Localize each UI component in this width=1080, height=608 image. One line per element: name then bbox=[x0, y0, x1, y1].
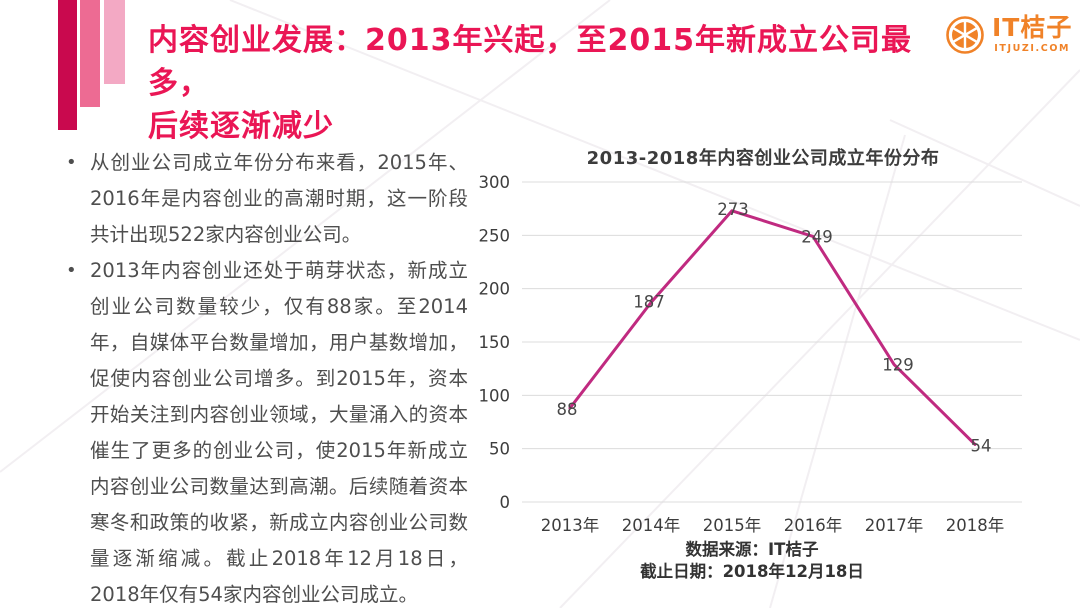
svg-text:0: 0 bbox=[500, 493, 511, 512]
svg-text:250: 250 bbox=[479, 226, 511, 245]
svg-text:187: 187 bbox=[633, 293, 665, 312]
svg-text:2016年: 2016年 bbox=[784, 516, 843, 535]
cutoff-date-note: 截止日期：2018年12月18日 bbox=[640, 562, 864, 581]
chart-title: 2013-2018年内容创业公司成立年份分布 bbox=[586, 148, 940, 169]
svg-text:2015年: 2015年 bbox=[703, 516, 762, 535]
svg-text:100: 100 bbox=[479, 386, 511, 405]
data-source-note: 数据来源：IT桔子 bbox=[685, 540, 819, 559]
svg-text:129: 129 bbox=[882, 355, 914, 374]
svg-text:150: 150 bbox=[479, 333, 511, 352]
svg-text:54: 54 bbox=[971, 436, 992, 455]
svg-text:300: 300 bbox=[479, 173, 511, 192]
svg-text:2013年: 2013年 bbox=[541, 516, 600, 535]
itjuzi-logo: IT桔子 ITJUZI.COM bbox=[944, 13, 1072, 57]
svg-text:2018年: 2018年 bbox=[946, 516, 1005, 535]
logo-domain: ITJUZI.COM bbox=[994, 43, 1071, 54]
svg-text:88: 88 bbox=[557, 400, 578, 419]
svg-text:2014年: 2014年 bbox=[622, 516, 681, 535]
svg-text:200: 200 bbox=[479, 280, 511, 299]
logo-name: IT桔子 bbox=[992, 13, 1073, 42]
decor-bar-dark bbox=[58, 0, 77, 130]
slide-title-line2: 后续逐渐减少 bbox=[148, 109, 334, 144]
founding-year-line-chart: 0 50 100 150 200 250 300 88 187 273 249 129 54 2013年 2… bbox=[479, 173, 1022, 535]
decor-bar-light bbox=[104, 0, 125, 84]
slide-title-line1: 内容创业发展：2013年兴起，至2015年新成立公司最多， bbox=[148, 23, 912, 101]
svg-text:2017年: 2017年 bbox=[865, 516, 924, 535]
slide-title: 内容创业发展：2013年兴起，至2015年新成立公司最多， 后续逐渐减少 bbox=[148, 19, 958, 148]
svg-text:50: 50 bbox=[489, 440, 510, 459]
svg-text:249: 249 bbox=[801, 227, 833, 246]
svg-text:273: 273 bbox=[717, 200, 749, 219]
bullet-item-2: 2013年内容创业还处于萌芽状态，新成立创业公司数量较少，仅有88家。至2014… bbox=[62, 253, 468, 608]
decor-bar-mid bbox=[80, 0, 100, 107]
bullet-list: 从创业公司成立年份分布来看，2015年、2016年是内容创业的高潮时期，这一阶段… bbox=[62, 145, 468, 608]
bullet-item-1: 从创业公司成立年份分布来看，2015年、2016年是内容创业的高潮时期，这一阶段… bbox=[62, 145, 468, 253]
orange-fruit-icon bbox=[946, 16, 984, 54]
